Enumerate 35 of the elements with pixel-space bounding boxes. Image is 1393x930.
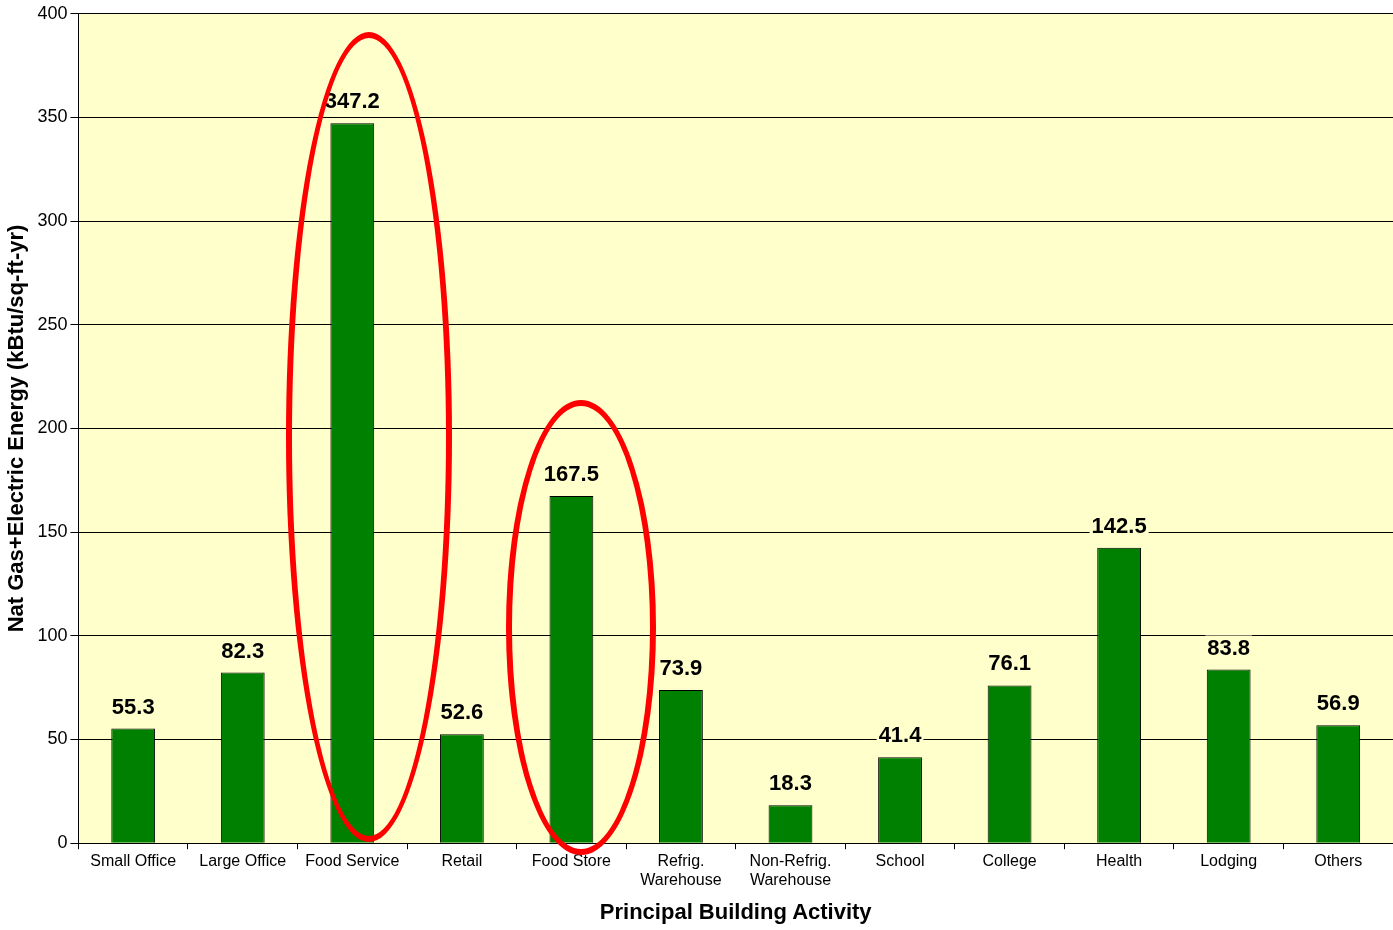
y-tick-label: 350 — [37, 106, 68, 127]
x-tick-label: Others — [1314, 852, 1363, 870]
y-tick-label: 150 — [37, 521, 68, 542]
x-tick-label: College — [982, 852, 1037, 870]
x-axis-title: Principal Building Activity — [599, 898, 873, 924]
y-tick-label: 0 — [57, 832, 68, 853]
data-label: 41.4 — [878, 722, 923, 748]
data-label: 18.3 — [769, 770, 812, 796]
y-tick-label: 400 — [37, 2, 68, 23]
y-tick-label: 50 — [47, 728, 68, 749]
data-label: 55.3 — [111, 693, 155, 719]
y-tick-label: 250 — [37, 313, 68, 334]
x-tick-label: Health — [1096, 852, 1143, 870]
x-tick-label: Lodging — [1200, 852, 1258, 870]
x-tick-label: Large Office — [199, 852, 287, 870]
x-tick-label: Refrig. Warehouse — [640, 852, 722, 889]
x-tick-label: Food Store — [531, 852, 612, 870]
data-label: 82.3 — [221, 637, 265, 663]
y-axis-title: Nat Gas+Electric Energy (kBtu/sq-ft-yr) — [3, 224, 29, 633]
data-label: 56.9 — [1316, 690, 1360, 716]
y-tick-label: 100 — [37, 624, 68, 645]
data-label: 73.9 — [659, 655, 703, 681]
x-tick-label: Small Office — [90, 852, 177, 870]
y-tick-label: 300 — [37, 210, 68, 231]
x-tick-label: Non-Refrig. Warehouse — [749, 852, 832, 889]
data-label: 347.2 — [324, 88, 380, 114]
x-tick-label: Food Service — [305, 852, 400, 870]
data-label: 142.5 — [1091, 512, 1147, 538]
data-label: 52.6 — [440, 699, 484, 725]
x-tick-label: Retail — [441, 852, 483, 870]
x-tick-label: School — [875, 852, 925, 870]
data-label: 76.1 — [988, 650, 1031, 676]
y-tick-label: 200 — [37, 417, 68, 438]
data-label: 167.5 — [543, 460, 599, 486]
data-label: 83.8 — [1207, 634, 1251, 660]
